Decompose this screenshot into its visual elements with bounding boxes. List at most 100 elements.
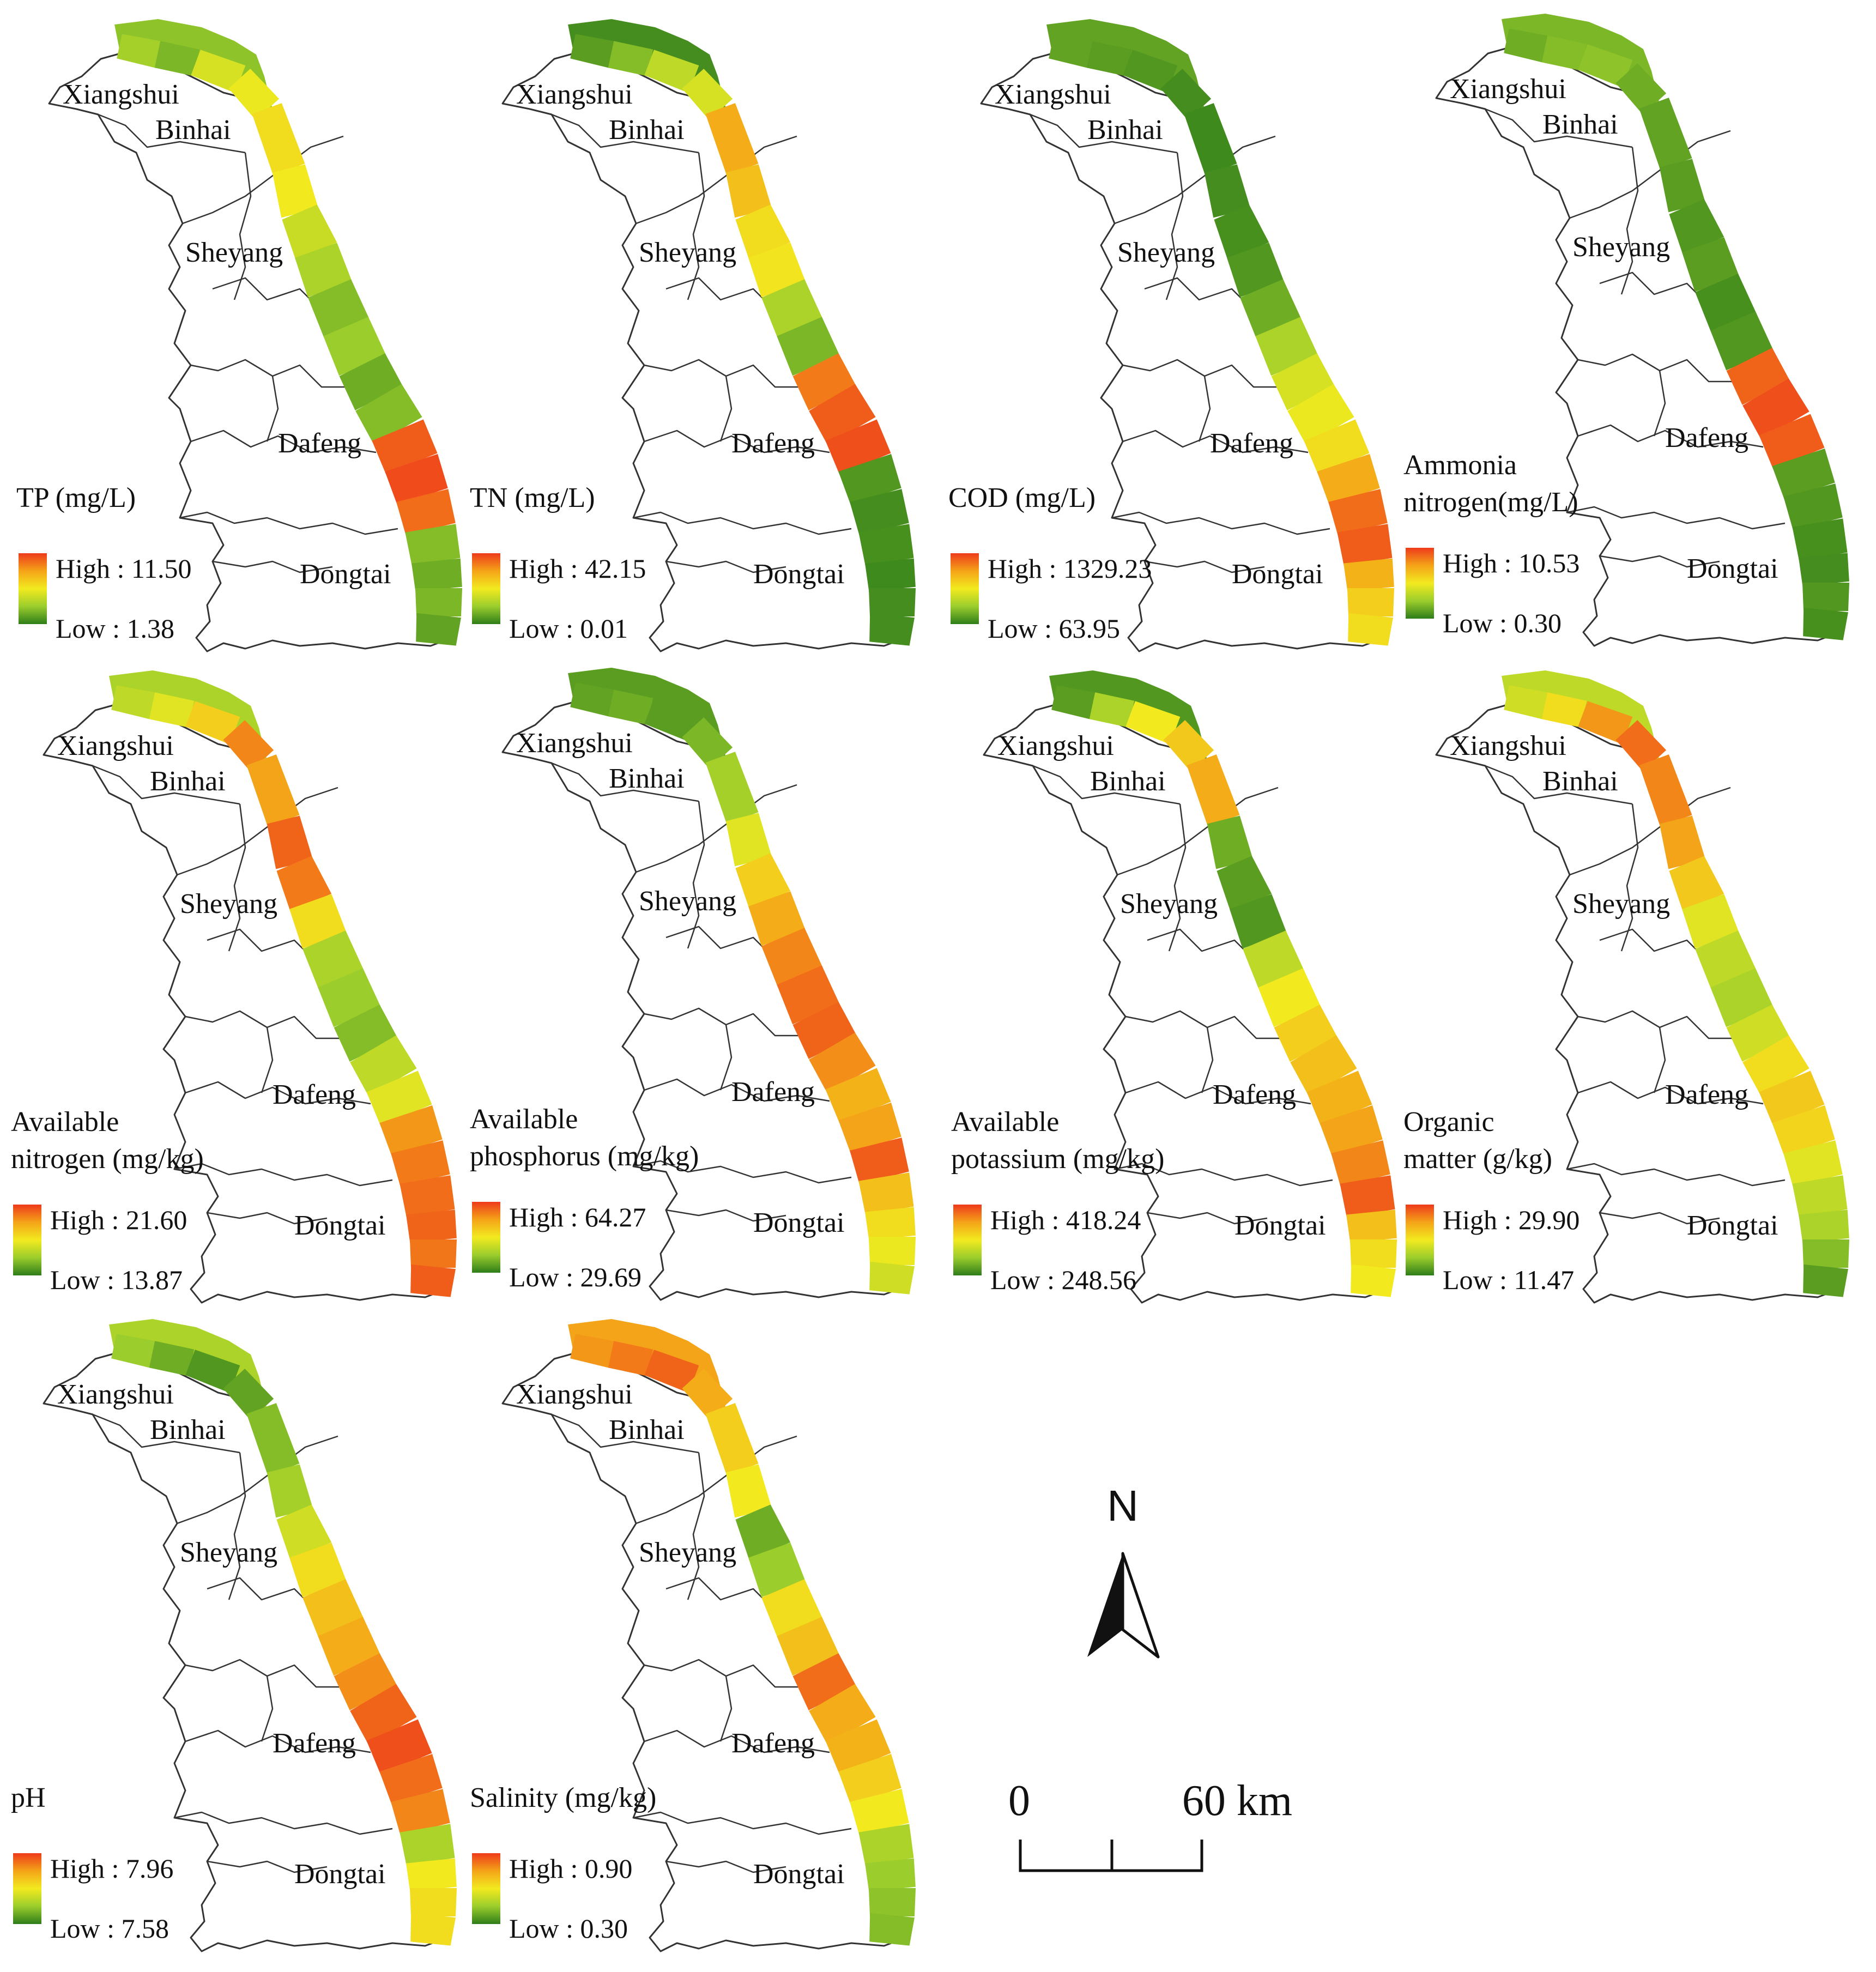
coastal-segment — [372, 419, 438, 475]
coastal-segment — [825, 419, 891, 475]
district-label-dongtai: Dongtai — [1687, 1210, 1778, 1241]
legend-low-label: Low : 0.30 — [1443, 608, 1562, 638]
coastal-segment — [406, 1209, 457, 1243]
map-panel-7: Xiangshui Binhai Sheyang Dafeng Dongtai Avail… — [951, 670, 1397, 1304]
district-label-sheyang: Sheyang — [1572, 888, 1670, 920]
coastal-segment — [1742, 378, 1810, 440]
district-label-xiangshui: Xiangshui — [57, 730, 174, 761]
coastal-segment — [1772, 448, 1835, 500]
legend-high-label: High : 1329.23 — [988, 553, 1152, 584]
district-label-dafeng: Dafeng — [278, 428, 361, 459]
legend-title: phosphorus (mg/kg) — [470, 1141, 699, 1172]
legend-title: COD (mg/L) — [948, 482, 1096, 513]
legend-low-label: Low : 248.56 — [990, 1265, 1136, 1295]
district-label-sheyang: Sheyang — [639, 1537, 736, 1568]
coastal-segment — [409, 1888, 457, 1916]
district-label-sheyang: Sheyang — [180, 1537, 277, 1568]
coastal-segment — [1759, 1070, 1825, 1126]
legend-title: Organic — [1403, 1106, 1494, 1138]
district-label-binhai: Binhai — [150, 1414, 226, 1445]
coastal-segment — [1089, 692, 1135, 728]
district-label-binhai: Binhai — [609, 1414, 685, 1445]
coastal-segment — [385, 453, 448, 505]
scale-bar: 0 60 km — [1008, 1777, 1292, 1872]
coastal-segment — [1337, 524, 1393, 566]
coastal-segment — [409, 1239, 457, 1268]
district-label-sheyang: Sheyang — [1117, 237, 1215, 268]
coastal-segment — [411, 558, 462, 592]
coastal-segment — [1125, 701, 1181, 745]
coastal-segment — [391, 1140, 450, 1187]
district-label-binhai: Binhai — [150, 766, 226, 797]
coastal-segment — [416, 613, 461, 646]
coastal-segment — [1317, 453, 1380, 505]
coastal-segment — [1349, 1239, 1397, 1268]
coastal-segment — [1792, 1175, 1848, 1218]
coastal-segment — [868, 1237, 916, 1265]
legend-title: Available — [11, 1106, 119, 1138]
district-label-xiangshui: Xiangshui — [57, 1379, 174, 1410]
coastal-segment — [644, 698, 699, 742]
coastal-segment — [149, 1341, 195, 1376]
legend-high-label: High : 21.60 — [50, 1205, 187, 1235]
legend-title: TN (mg/L) — [470, 482, 595, 513]
coastal-segment — [228, 69, 280, 120]
coastal-segment — [379, 1105, 443, 1157]
legend-title: pH — [11, 1782, 46, 1813]
coastal-segment — [355, 384, 422, 445]
coastal-segment — [1783, 483, 1843, 530]
coastal-segment — [406, 1858, 457, 1892]
coastal-segment — [1346, 1209, 1397, 1243]
district-label-binhai: Binhai — [1542, 766, 1618, 797]
legend-high-label: High : 0.90 — [509, 1853, 632, 1884]
legend-title: TP (mg/L) — [16, 482, 136, 513]
legend-low-label: Low : 11.47 — [1443, 1265, 1574, 1295]
legend-low-label: Low : 63.95 — [988, 613, 1120, 644]
district-label-xiangshui: Xiangshui — [1450, 730, 1566, 761]
coastal-segment — [682, 1369, 733, 1420]
legend-title: nitrogen (mg/kg) — [11, 1144, 204, 1175]
coastal-segment — [608, 41, 653, 76]
district-label-sheyang: Sheyang — [1120, 888, 1218, 920]
coastal-segment — [415, 588, 463, 616]
coastal-segment — [276, 1504, 332, 1560]
coastal-segment — [1639, 754, 1692, 827]
district-label-binhai: Binhai — [609, 763, 685, 794]
district-label-dafeng: Dafeng — [273, 1728, 356, 1759]
legend-title: Ammonia — [1403, 450, 1517, 481]
district-label-dafeng: Dafeng — [731, 1728, 815, 1759]
coastal-segment — [1187, 754, 1240, 827]
legend-title: potassium (mg/kg) — [951, 1144, 1164, 1175]
coastal-segment — [735, 1504, 791, 1560]
coastal-segment — [185, 1350, 240, 1393]
coastal-segment — [858, 524, 914, 566]
legend-high-label: High : 42.15 — [509, 553, 646, 584]
coastal-segment — [735, 853, 791, 909]
district-label-sheyang: Sheyang — [185, 237, 283, 268]
district-label-xiangshui: Xiangshui — [1450, 74, 1566, 105]
coastal-segment — [1290, 1035, 1357, 1097]
map-panel-8: Xiangshui Binhai Sheyang Dafeng Dongtai Organ… — [1403, 670, 1850, 1304]
coastal-segment — [1742, 1035, 1810, 1097]
coastal-segment — [1541, 35, 1587, 71]
coastal-segment — [1214, 204, 1269, 261]
coastal-segment — [149, 692, 195, 728]
legend-low-label: Low : 0.30 — [509, 1913, 628, 1944]
coastal-segment — [1615, 720, 1667, 772]
district-label-dongtai: Dongtai — [300, 559, 391, 590]
coastal-segment — [350, 1684, 417, 1745]
coastal-segment — [1802, 583, 1850, 611]
legend-color-ramp — [472, 1202, 500, 1273]
district-label-xiangshui: Xiangshui — [995, 79, 1111, 110]
coastal-segment — [350, 1035, 417, 1097]
legend-color-ramp — [19, 553, 47, 624]
coastal-segment — [366, 1719, 432, 1775]
coastal-segment — [410, 1264, 456, 1297]
coastal-segment — [705, 103, 759, 176]
coastal-segment — [1328, 489, 1388, 536]
coastal-segment — [682, 69, 733, 120]
scale-zero-label: 0 — [1008, 1777, 1030, 1825]
coastal-segment — [1783, 1140, 1843, 1187]
district-label-dafeng: Dafeng — [731, 428, 815, 459]
